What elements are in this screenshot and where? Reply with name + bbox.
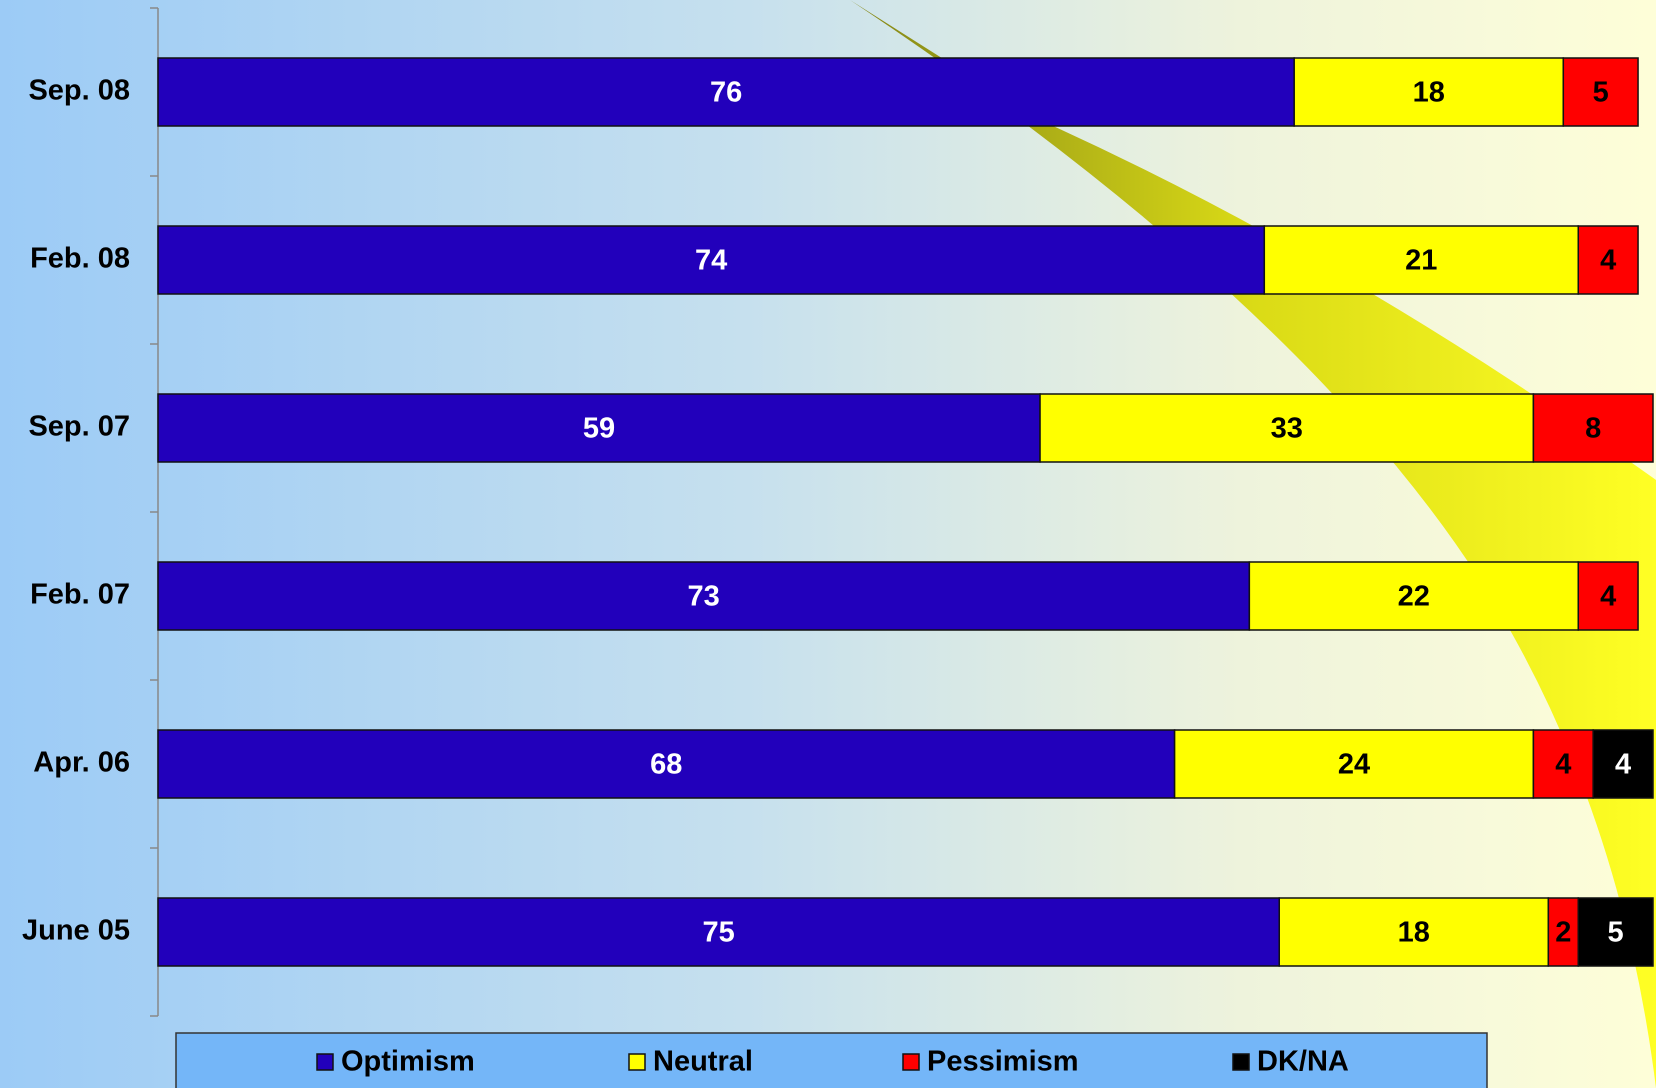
y-tick-label: Feb. 08: [30, 243, 130, 275]
data-label: 22: [1398, 581, 1430, 613]
data-label: 8: [1585, 413, 1601, 445]
y-tick-label: Apr. 06: [33, 747, 130, 779]
data-label: 33: [1271, 413, 1303, 445]
data-label: 5: [1593, 77, 1609, 109]
data-label: 4: [1600, 581, 1616, 613]
data-label: 76: [710, 77, 742, 109]
bar-segment: [1577, 225, 1639, 295]
legend-label: DK/NA: [1257, 1046, 1349, 1078]
bar-segment: [157, 729, 1176, 799]
bar-segment: [157, 57, 1295, 127]
bar-segment: [1592, 729, 1654, 799]
bar-segment: [1248, 561, 1579, 631]
bar-segment: [1577, 561, 1639, 631]
bar-segment: [1577, 897, 1654, 967]
data-label: 4: [1555, 749, 1571, 781]
bar-segment: [1532, 729, 1594, 799]
y-tick-label: Sep. 07: [28, 411, 130, 443]
decoration: [850, 0, 1656, 1088]
legend-swatch: [1232, 1053, 1250, 1071]
bar-segment: [1263, 225, 1580, 295]
legend-label: Neutral: [653, 1046, 753, 1078]
data-label: 5: [1608, 917, 1624, 949]
legend: [175, 1032, 1488, 1088]
data-label: 4: [1615, 749, 1631, 781]
data-label: 74: [695, 245, 727, 277]
bar-segment: [1547, 897, 1579, 967]
bar-segment: [1278, 897, 1550, 967]
bar-segment: [1039, 393, 1535, 463]
bar-segment: [1562, 57, 1639, 127]
bar-segment: [157, 225, 1266, 295]
data-label: 59: [583, 413, 615, 445]
y-tick-label: June 05: [22, 915, 130, 947]
y-tick-label: Feb. 07: [30, 579, 130, 611]
data-label: 18: [1398, 917, 1430, 949]
data-label: 2: [1555, 917, 1571, 949]
legend-swatch: [902, 1053, 920, 1071]
data-label: 68: [650, 749, 682, 781]
bar-segment: [1532, 393, 1654, 463]
y-tick-label: Sep. 08: [28, 75, 130, 107]
legend-label: Optimism: [341, 1046, 475, 1078]
legend-label: Pessimism: [927, 1046, 1079, 1078]
data-label: 24: [1338, 749, 1370, 781]
data-label: 75: [702, 917, 734, 949]
data-label: 18: [1413, 77, 1445, 109]
data-label: 4: [1600, 245, 1616, 277]
legend-swatch: [316, 1053, 334, 1071]
data-label: 73: [688, 581, 720, 613]
bar-segment: [157, 897, 1280, 967]
data-label: 21: [1405, 245, 1437, 277]
bar-segment: [157, 561, 1251, 631]
legend-swatch: [628, 1053, 646, 1071]
bar-segment: [1173, 729, 1535, 799]
